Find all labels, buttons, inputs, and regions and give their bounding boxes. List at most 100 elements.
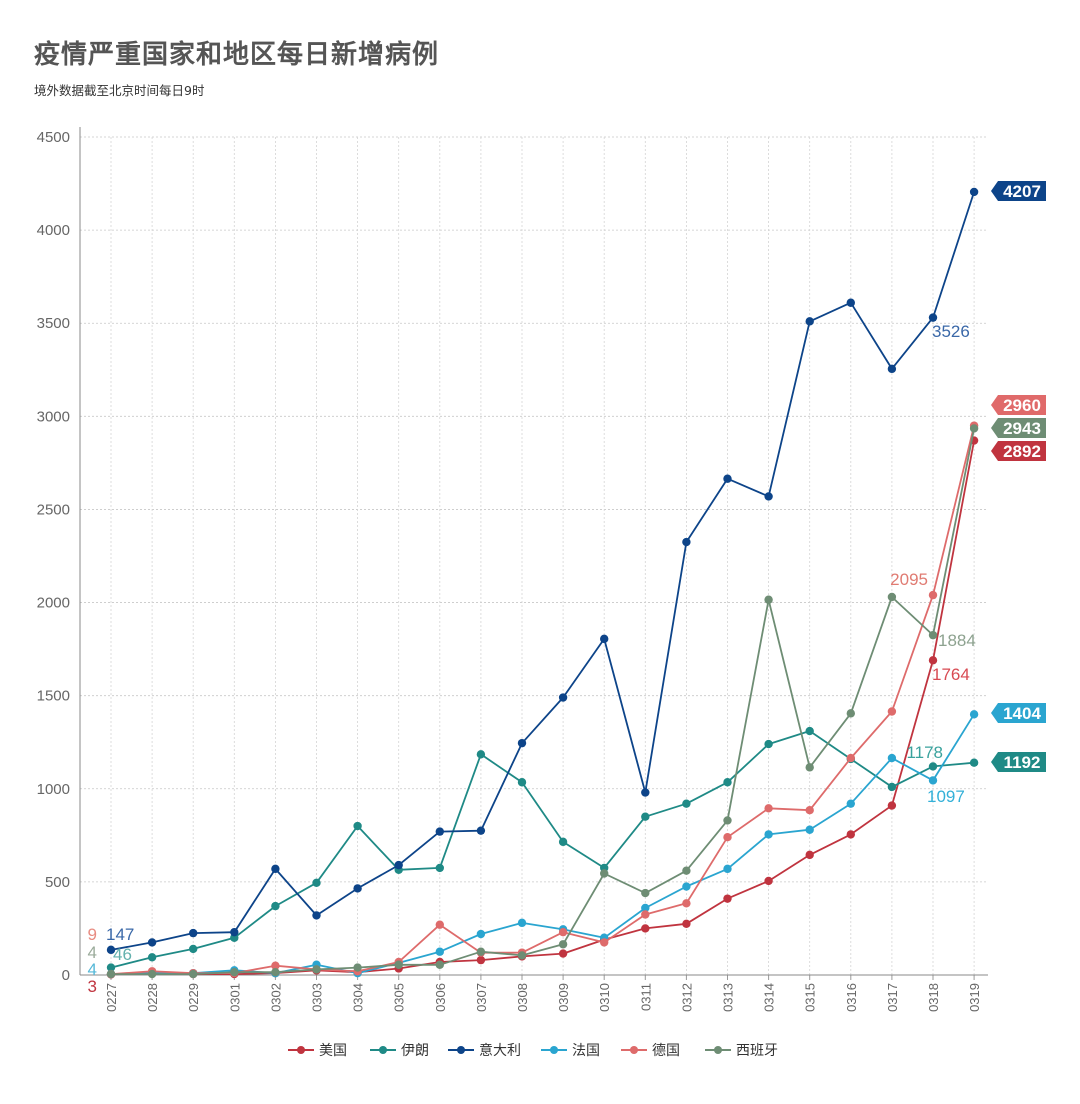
data-point-伊朗[interactable] <box>641 812 650 821</box>
data-point-美国[interactable] <box>476 955 486 965</box>
legend-item-美国[interactable]: 美国 <box>288 1043 347 1059</box>
data-point-德国[interactable] <box>764 804 773 813</box>
data-point-意大利[interactable] <box>846 298 855 307</box>
data-point-美国[interactable] <box>682 919 691 928</box>
data-point-意大利[interactable] <box>394 860 403 870</box>
data-point-意大利[interactable] <box>312 911 321 920</box>
data-point-西班牙[interactable] <box>189 969 198 979</box>
data-point-法国[interactable] <box>887 753 897 763</box>
data-point-伊朗[interactable] <box>517 778 527 787</box>
data-point-意大利[interactable] <box>147 938 157 947</box>
data-point-西班牙[interactable] <box>723 816 732 825</box>
data-point-伊朗[interactable] <box>312 878 321 888</box>
data-point-法国[interactable] <box>969 710 979 719</box>
data-point-法国[interactable] <box>805 825 814 834</box>
data-point-意大利[interactable] <box>476 826 486 835</box>
data-point-伊朗[interactable] <box>682 799 691 808</box>
data-point-德国[interactable] <box>928 590 938 600</box>
data-point-德国[interactable] <box>805 805 814 815</box>
data-point-德国[interactable] <box>887 707 897 716</box>
data-point-西班牙[interactable] <box>271 968 280 977</box>
data-point-伊朗[interactable] <box>353 821 362 831</box>
data-point-法国[interactable] <box>476 929 486 939</box>
data-point-意大利[interactable] <box>106 945 116 955</box>
data-point-伊朗[interactable] <box>887 782 897 792</box>
data-point-伊朗[interactable] <box>928 762 938 771</box>
legend-item-德国[interactable]: 德国 <box>621 1043 680 1059</box>
data-point-美国[interactable] <box>558 949 568 958</box>
data-point-德国[interactable] <box>641 910 650 919</box>
data-point-德国[interactable] <box>682 899 691 908</box>
data-point-意大利[interactable] <box>969 187 979 197</box>
data-point-伊朗[interactable] <box>147 953 157 962</box>
data-point-法国[interactable] <box>723 864 732 874</box>
legend-item-西班牙[interactable]: 西班牙 <box>705 1043 778 1059</box>
data-point-法国[interactable] <box>764 830 773 839</box>
data-point-法国[interactable] <box>435 947 444 956</box>
data-point-伊朗[interactable] <box>476 750 486 759</box>
data-point-意大利[interactable] <box>558 693 568 702</box>
data-point-意大利[interactable] <box>353 884 362 893</box>
data-point-意大利[interactable] <box>189 928 198 938</box>
data-point-西班牙[interactable] <box>764 595 773 604</box>
data-point-法国[interactable] <box>641 903 650 913</box>
data-point-德国[interactable] <box>435 920 444 929</box>
data-point-美国[interactable] <box>846 830 855 839</box>
data-point-伊朗[interactable] <box>435 863 444 873</box>
data-point-伊朗[interactable] <box>764 739 773 749</box>
legend-item-意大利[interactable]: 意大利 <box>448 1042 521 1059</box>
data-point-伊朗[interactable] <box>805 726 814 736</box>
data-point-西班牙[interactable] <box>887 592 897 602</box>
data-point-西班牙[interactable] <box>312 965 321 974</box>
data-point-西班牙[interactable] <box>846 709 855 718</box>
data-point-伊朗[interactable] <box>723 778 732 787</box>
data-point-意大利[interactable] <box>641 788 650 797</box>
data-point-意大利[interactable] <box>600 634 609 644</box>
data-point-意大利[interactable] <box>805 317 814 326</box>
data-point-西班牙[interactable] <box>805 763 814 772</box>
data-point-西班牙[interactable] <box>106 969 116 979</box>
data-point-伊朗[interactable] <box>558 837 568 847</box>
legend-item-伊朗[interactable]: 伊朗 <box>370 1043 429 1059</box>
data-point-伊朗[interactable] <box>271 901 280 911</box>
legend-item-法国[interactable]: 法国 <box>541 1043 600 1059</box>
data-point-西班牙[interactable] <box>600 869 609 878</box>
data-point-伊朗[interactable] <box>189 944 198 954</box>
data-point-西班牙[interactable] <box>558 940 568 949</box>
data-point-德国[interactable] <box>600 938 609 947</box>
data-point-伊朗[interactable] <box>106 963 116 972</box>
data-point-法国[interactable] <box>517 918 527 928</box>
data-point-西班牙[interactable] <box>476 947 486 956</box>
data-point-伊朗[interactable] <box>969 758 979 767</box>
data-point-美国[interactable] <box>641 924 650 933</box>
data-point-德国[interactable] <box>271 961 280 970</box>
data-point-意大利[interactable] <box>928 313 938 322</box>
data-point-西班牙[interactable] <box>394 960 403 969</box>
data-point-西班牙[interactable] <box>969 424 979 433</box>
data-point-西班牙[interactable] <box>517 951 527 960</box>
data-point-意大利[interactable] <box>435 827 444 836</box>
data-point-法国[interactable] <box>682 882 691 891</box>
data-point-西班牙[interactable] <box>147 969 157 979</box>
data-point-意大利[interactable] <box>682 537 691 547</box>
data-point-法国[interactable] <box>928 776 938 785</box>
data-point-美国[interactable] <box>723 894 732 903</box>
data-point-西班牙[interactable] <box>928 630 938 640</box>
data-point-意大利[interactable] <box>230 927 239 937</box>
legend[interactable]: 美国 伊朗 意大利 法国 德国 西班牙 <box>288 1042 778 1059</box>
data-point-西班牙[interactable] <box>353 963 362 972</box>
data-point-德国[interactable] <box>723 832 732 842</box>
data-point-西班牙[interactable] <box>230 968 239 977</box>
data-point-西班牙[interactable] <box>435 960 444 969</box>
data-point-意大利[interactable] <box>723 474 732 483</box>
data-point-西班牙[interactable] <box>641 888 650 898</box>
data-point-德国[interactable] <box>846 753 855 763</box>
data-point-美国[interactable] <box>764 876 773 886</box>
data-point-意大利[interactable] <box>517 738 527 748</box>
data-point-意大利[interactable] <box>271 864 280 874</box>
data-point-德国[interactable] <box>558 927 568 937</box>
data-point-美国[interactable] <box>887 801 897 810</box>
data-point-美国[interactable] <box>805 850 814 860</box>
data-point-意大利[interactable] <box>887 364 897 374</box>
data-point-美国[interactable] <box>928 656 938 665</box>
